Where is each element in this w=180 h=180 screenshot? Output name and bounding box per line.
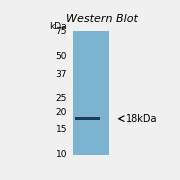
Text: 10: 10 bbox=[56, 150, 67, 159]
Text: Western Blot: Western Blot bbox=[66, 14, 138, 24]
Text: 37: 37 bbox=[56, 70, 67, 79]
Text: 15: 15 bbox=[56, 125, 67, 134]
Bar bbox=[75, 117, 100, 120]
Text: 75: 75 bbox=[56, 27, 67, 36]
Text: 20: 20 bbox=[56, 108, 67, 117]
Text: 18kDa: 18kDa bbox=[126, 114, 157, 124]
Text: kDa: kDa bbox=[50, 22, 67, 31]
Text: 25: 25 bbox=[56, 94, 67, 103]
Bar bbox=[73, 31, 109, 155]
Text: 50: 50 bbox=[56, 52, 67, 61]
